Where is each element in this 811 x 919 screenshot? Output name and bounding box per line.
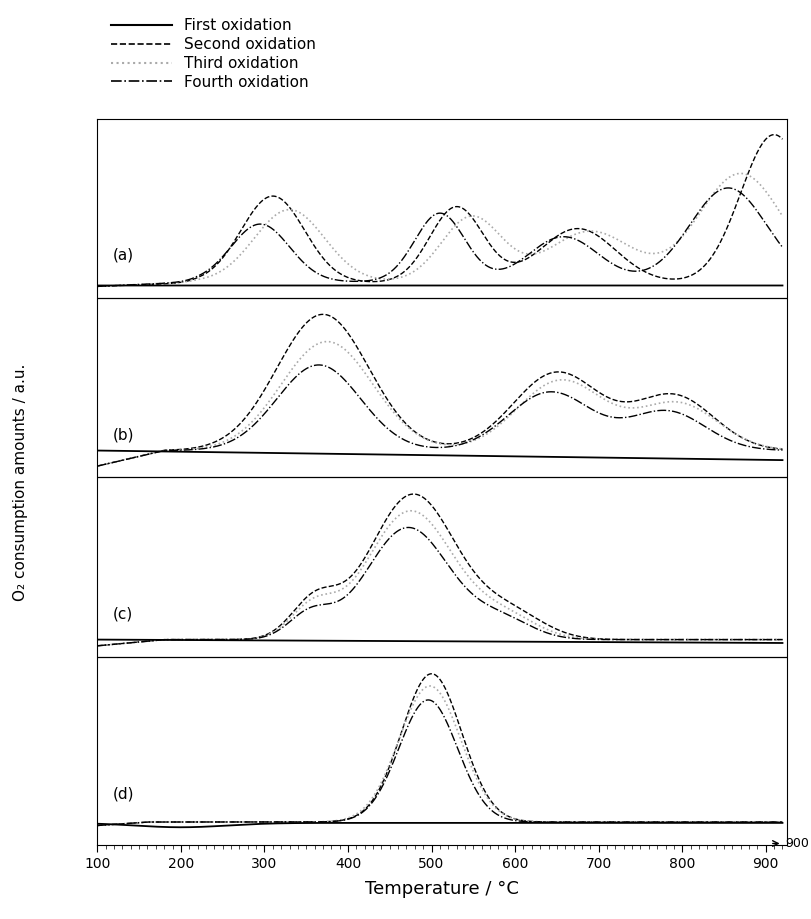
- Legend: First oxidation, Second oxidation, Third oxidation, Fourth oxidation: First oxidation, Second oxidation, Third…: [105, 12, 323, 96]
- Text: O₂ consumption amounts / a.u.: O₂ consumption amounts / a.u.: [13, 364, 28, 601]
- Text: 900: 900: [785, 837, 809, 850]
- Text: (d): (d): [113, 787, 134, 801]
- X-axis label: Temperature / °C: Temperature / °C: [365, 879, 519, 898]
- Text: (c): (c): [113, 607, 133, 622]
- Text: (b): (b): [113, 427, 134, 442]
- Text: (a): (a): [113, 247, 134, 263]
